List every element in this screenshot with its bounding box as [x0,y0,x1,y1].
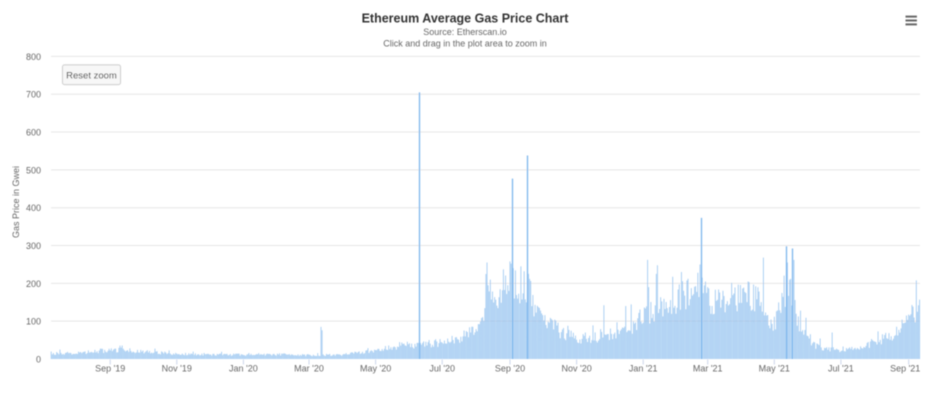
svg-text:0: 0 [36,354,41,364]
svg-text:May '21: May '21 [759,364,790,374]
svg-text:Sep '20: Sep '20 [495,364,525,374]
svg-text:Mar '20: Mar '20 [294,364,324,374]
svg-text:May '20: May '20 [360,364,391,374]
svg-text:100: 100 [26,317,41,327]
svg-text:Jan '21: Jan '21 [629,364,658,374]
svg-text:700: 700 [26,90,41,100]
svg-text:Reset zoom: Reset zoom [66,70,117,81]
svg-text:800: 800 [26,52,41,62]
svg-text:Jan '20: Jan '20 [229,364,258,374]
svg-text:400: 400 [26,203,41,213]
svg-text:Source: Etherscan.io: Source: Etherscan.io [423,27,507,37]
svg-text:500: 500 [26,165,41,175]
svg-text:Click and drag in the plot are: Click and drag in the plot area to zoom … [383,38,547,48]
svg-text:Sep '19: Sep '19 [95,364,125,374]
svg-text:Jul '20: Jul '20 [429,364,455,374]
svg-text:Sep '21: Sep '21 [890,364,920,374]
svg-text:Nov '19: Nov '19 [162,364,192,374]
svg-text:Gas Price in Gwei: Gas Price in Gwei [11,166,21,238]
svg-text:Nov '20: Nov '20 [561,364,591,374]
svg-text:Mar '21: Mar '21 [693,364,723,374]
svg-text:600: 600 [26,127,41,137]
svg-text:Jul '21: Jul '21 [828,364,854,374]
svg-text:300: 300 [26,241,41,251]
svg-text:200: 200 [26,279,41,289]
svg-text:Ethereum Average Gas Price Cha: Ethereum Average Gas Price Chart [362,11,570,25]
